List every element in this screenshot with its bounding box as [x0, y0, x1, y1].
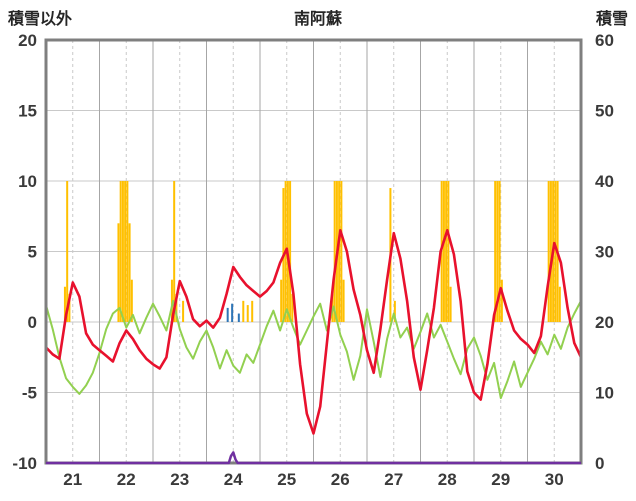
svg-text:10: 10: [18, 172, 37, 191]
svg-text:28: 28: [438, 470, 457, 489]
svg-text:26: 26: [331, 470, 350, 489]
svg-text:-5: -5: [22, 384, 37, 403]
svg-text:30: 30: [545, 470, 564, 489]
svg-text:27: 27: [384, 470, 403, 489]
svg-text:24: 24: [224, 470, 243, 489]
svg-text:5: 5: [28, 243, 37, 262]
svg-text:23: 23: [170, 470, 189, 489]
svg-text:-10: -10: [12, 454, 37, 473]
svg-text:15: 15: [18, 102, 37, 121]
svg-text:40: 40: [595, 172, 614, 191]
red-line: [44, 229, 583, 435]
svg-text:0: 0: [28, 313, 37, 332]
svg-text:20: 20: [595, 313, 614, 332]
gridlines: [45, 39, 582, 464]
svg-text:60: 60: [595, 31, 614, 50]
purple-line: [46, 451, 581, 465]
green-line: [45, 299, 582, 400]
svg-text:50: 50: [595, 102, 614, 121]
blue-bars: [226, 303, 240, 322]
right-axis-title: 積雪: [595, 11, 628, 28]
svg-text:0: 0: [595, 454, 604, 473]
svg-text:29: 29: [491, 470, 510, 489]
chart-title: 南阿蘇: [293, 11, 342, 28]
left-axis-title: 積雪以外: [8, 11, 73, 28]
svg-text:10: 10: [595, 384, 614, 403]
svg-text:25: 25: [277, 470, 296, 489]
svg-text:22: 22: [117, 470, 136, 489]
svg-text:21: 21: [63, 470, 82, 489]
svg-text:20: 20: [18, 31, 37, 50]
svg-text:30: 30: [595, 243, 614, 262]
